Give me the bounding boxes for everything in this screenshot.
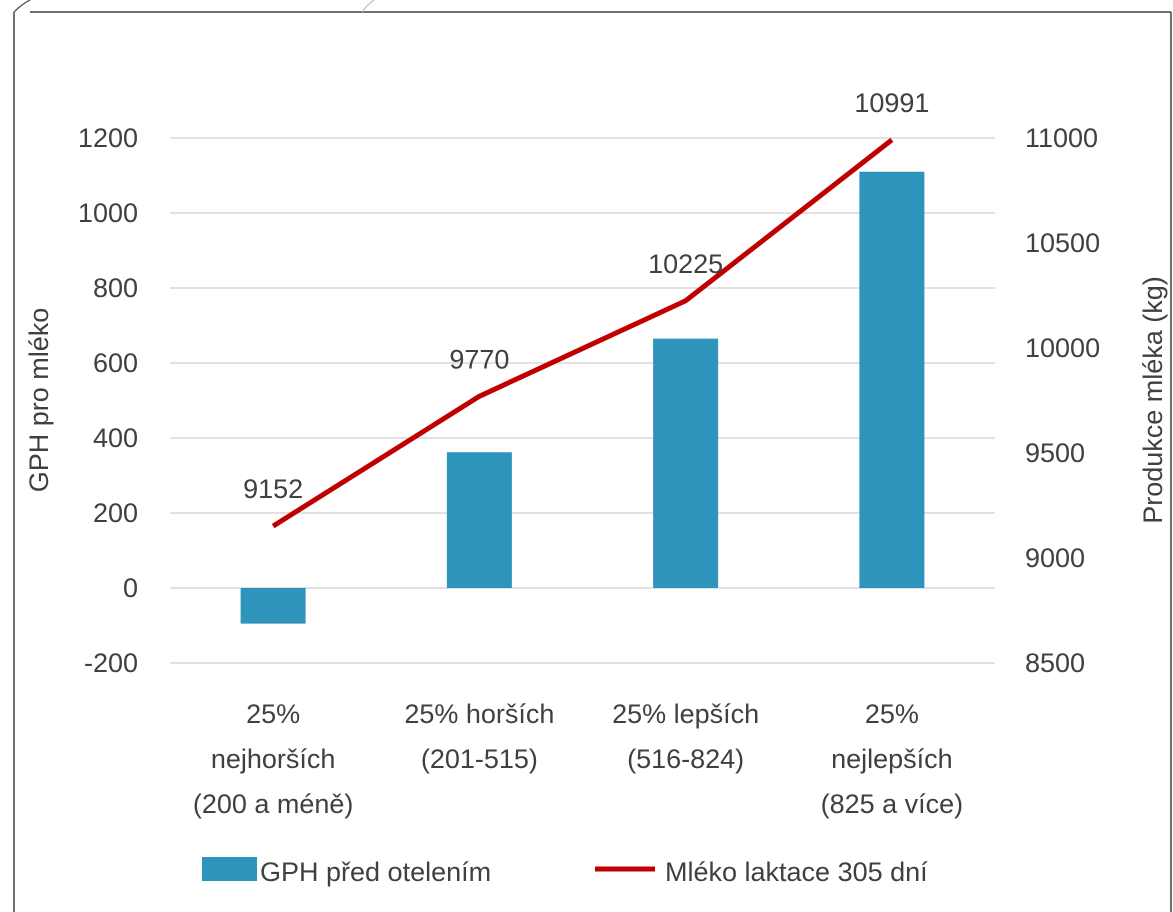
bar — [446, 452, 512, 588]
data-label: 9152 — [243, 474, 303, 504]
legend-label: GPH před otelením — [260, 857, 491, 887]
y-tick-label: -200 — [84, 648, 138, 678]
bar — [859, 171, 925, 588]
x-tick-label: 25% nejhorších (200 a méně) — [193, 699, 354, 819]
y-tick-label: 600 — [93, 348, 138, 378]
frame-corner-tab — [361, 0, 375, 13]
data-label: 10991 — [854, 88, 929, 118]
x-tick-label: 25% horších (201-515) — [404, 699, 554, 774]
y-tick-label: 0 — [123, 573, 138, 603]
y2-tick-label: 10500 — [1025, 228, 1100, 258]
legend-swatch-bar — [202, 857, 257, 881]
frame-corner-tl — [13, 0, 31, 13]
y2-tick-label: 9000 — [1025, 543, 1085, 573]
bar — [653, 338, 719, 588]
x-tick-label: 25% lepších (516-824) — [612, 699, 759, 774]
y2-tick-label: 8500 — [1025, 648, 1085, 678]
y2-tick-label: 9500 — [1025, 438, 1085, 468]
line-series — [271, 137, 894, 529]
legend-label: Mléko laktace 305 dní — [665, 857, 928, 887]
y2-axis-title: Produkce mléka (kg) — [1138, 276, 1168, 524]
data-label: 9770 — [449, 344, 509, 374]
y-tick-label: 1200 — [78, 123, 138, 153]
y2-tick-label: 11000 — [1025, 123, 1098, 153]
data-label: 10225 — [648, 249, 723, 279]
y-tick-label: 200 — [93, 498, 138, 528]
y-axis-title: GPH pro mléko — [24, 308, 54, 493]
bar — [240, 588, 306, 624]
x-tick-label: 25% nejlepších (825 a více) — [821, 699, 964, 819]
y2-tick-label: 10000 — [1025, 333, 1100, 363]
y-tick-label: 800 — [93, 273, 138, 303]
y-tick-label: 400 — [93, 423, 138, 453]
y-tick-label: 1000 — [78, 198, 138, 228]
